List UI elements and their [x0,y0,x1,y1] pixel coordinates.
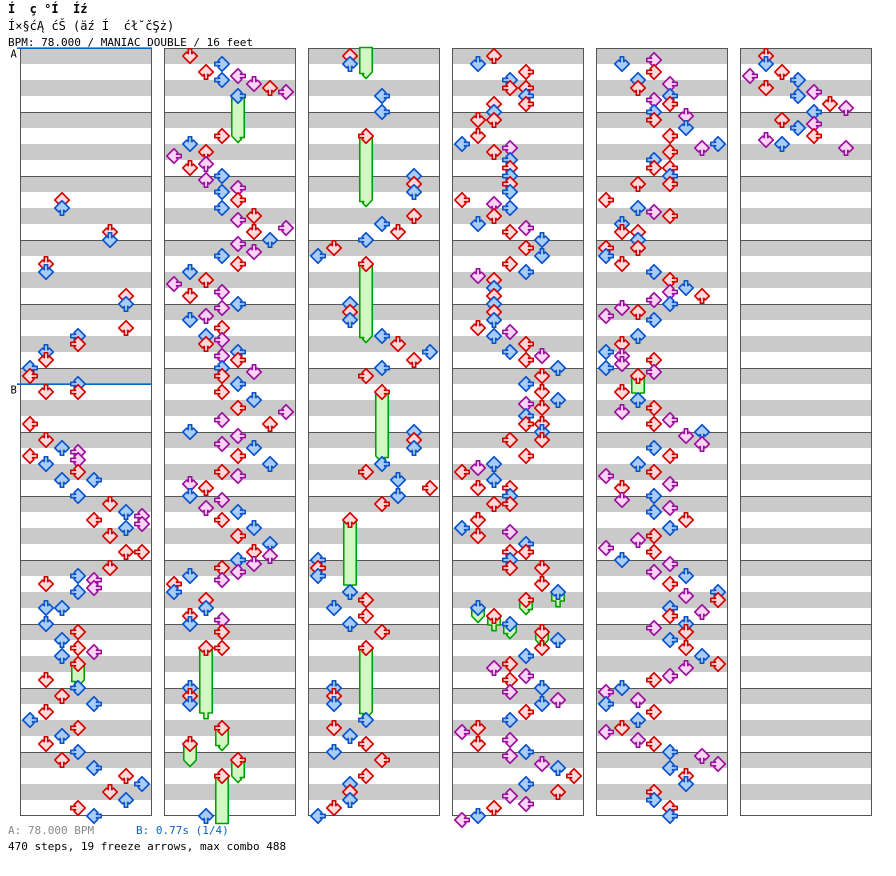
freeze-body [358,135,374,208]
freeze-body [230,759,246,784]
freeze-body [214,727,230,752]
chart-info-line: BPM: 78.000 / MANIAC DOUBLE / 16 feet [8,36,254,49]
steps-summary: 470 steps, 19 freeze arrows, max combo 4… [8,840,287,853]
marker-a-info: A: 78.000 BPM [8,824,95,837]
marker-label-a: A [11,49,18,61]
grid [20,48,872,816]
freeze-body [342,519,358,592]
freeze-bodies [70,46,646,825]
freeze-body [198,647,214,720]
song-subtitle: Í×§ćĄ ćŠ (äź Í ćł˘čŞż) [8,19,175,33]
freeze-body [374,391,390,464]
marker-b-info: B: 0.77s (1/4) [136,824,229,837]
marker-label-b: B [11,385,17,397]
song-title: Í ç °Í Íź [8,2,88,16]
freeze-body [358,263,374,344]
freeze-body [358,647,374,720]
freeze-body [230,95,246,144]
freeze-body [358,46,374,80]
